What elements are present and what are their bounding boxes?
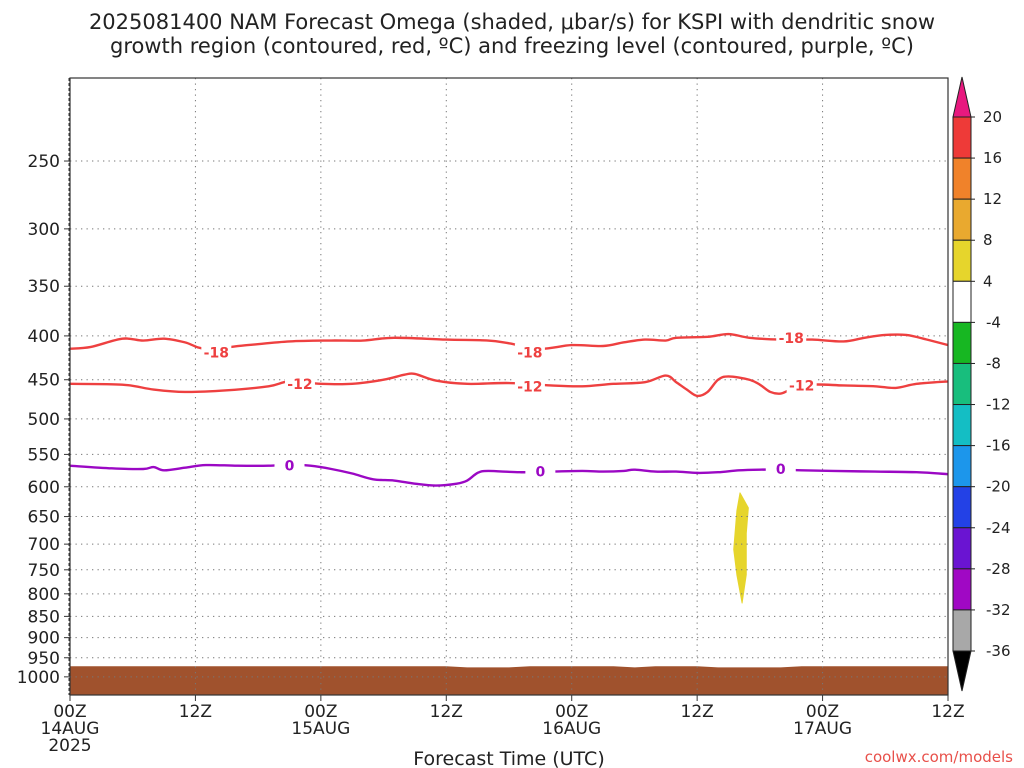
y-tick-label-12: 850 — [28, 607, 60, 627]
contour-label-bg-1-1 — [514, 377, 545, 396]
chart-title-line-1: 2025081400 NAM Forecast Omega (shaded, μ… — [89, 10, 935, 34]
y-tick-label-0: 250 — [28, 152, 60, 172]
colorbar-label-2: 12 — [983, 190, 1002, 208]
y-tick-label-1: 300 — [28, 220, 60, 240]
colorbar-bottom-triangle — [952, 650, 972, 692]
plot-frame — [69, 77, 949, 696]
y-tick-label-8: 650 — [28, 508, 60, 528]
axes: 2503003504004505005506006507007508008509… — [17, 77, 965, 756]
colorbar-label-3: 8 — [983, 231, 993, 249]
y-tick-label-9: 700 — [28, 535, 60, 555]
colorbar-band-6 — [952, 362, 972, 406]
x-tick-label-4-0: 00Z — [555, 702, 588, 722]
contour-label-2-2: 0 — [776, 462, 786, 478]
colorbar-band-1 — [952, 157, 972, 200]
contour-label-0-1: -18 — [517, 345, 542, 361]
colorbar-label-7: -12 — [986, 396, 1011, 414]
colorbar-label-11: -28 — [986, 560, 1011, 578]
y-tick-label-5: 500 — [28, 410, 60, 430]
surface-fill — [70, 666, 948, 695]
x-tick-label-5-0: 12Z — [681, 702, 714, 722]
credit-text: coolwx.com/models — [865, 748, 1013, 766]
x-tick-label-6-1: 17AUG — [793, 719, 852, 739]
x-tick-label-0-2: 2025 — [48, 736, 91, 756]
contour-line-0 — [69, 332, 949, 350]
plot-area: -18 -18 -18 -12 -12 -12 0 0 0 — [69, 78, 949, 695]
colorbar-label-6: -8 — [986, 354, 1001, 372]
colorbar: 20 16 12 8 4 -4 -8 -12 -16 -20 -24 -28 -32 -36 — [952, 76, 1011, 692]
x-tick-label-6-0: 00Z — [806, 702, 839, 722]
contour-label-0-2: -18 — [779, 331, 804, 347]
colorbar-band-5 — [952, 321, 972, 364]
colorbar-band-12 — [952, 609, 972, 652]
x-tick-label-0-1: 14AUG — [41, 719, 100, 739]
contour-label-bg-1-0 — [284, 374, 315, 393]
contour-line-2 — [69, 463, 949, 487]
colorbar-label-13: -36 — [986, 642, 1011, 660]
colorbar-band-9 — [952, 486, 972, 529]
contour-label-bg-0-1 — [514, 343, 545, 362]
colorbar-label-9: -20 — [986, 478, 1011, 496]
x-tick-label-3-0: 12Z — [430, 702, 463, 722]
x-tick-label-2-0: 00Z — [304, 702, 337, 722]
y-tick-label-14: 950 — [28, 649, 60, 669]
colorbar-label-8: -16 — [986, 437, 1011, 455]
y-tick-label-2: 350 — [28, 277, 60, 297]
x-tick-label-2-1: 15AUG — [291, 719, 350, 739]
contour-label-1-1: -12 — [517, 379, 542, 395]
colorbar-band-2 — [952, 198, 972, 241]
y-tick-label-4: 450 — [28, 371, 60, 391]
colorbar-band-7 — [952, 404, 972, 447]
colorbar-band-4 — [952, 280, 972, 323]
contour-label-bg-2-0 — [274, 456, 305, 475]
x-tick-label-0-0: 00Z — [53, 702, 86, 722]
chart-title-line-2: growth region (contoured, red, ºC) and f… — [110, 34, 914, 58]
colorbar-label-12: -32 — [986, 601, 1011, 619]
colorbar-band-8 — [952, 445, 972, 488]
x-tick-label-4-1: 16AUG — [542, 719, 601, 739]
omega-shade-0 — [733, 492, 749, 604]
y-tick-label-3: 400 — [28, 327, 60, 347]
contour-label-0-0: -18 — [204, 345, 229, 361]
colorbar-band-0 — [952, 116, 972, 159]
colorbar-label-1: 16 — [983, 149, 1002, 167]
colorbar-label-10: -24 — [986, 519, 1011, 537]
contour-label-bg-0-0 — [201, 343, 232, 362]
contour-label-1-2: -12 — [789, 378, 814, 394]
contour-label-1-0: -12 — [287, 377, 312, 393]
x-tick-label-1-0: 12Z — [179, 702, 212, 722]
x-tick-label-7-0: 12Z — [931, 702, 964, 722]
colorbar-band-3 — [952, 239, 972, 282]
colorbar-top-triangle — [952, 76, 972, 118]
y-tick-label-10: 750 — [28, 561, 60, 581]
colorbar-label-4: 4 — [983, 272, 993, 290]
contour-label-bg-2-1 — [525, 462, 556, 481]
contour-label-2-1: 0 — [535, 465, 545, 481]
contour-label-bg-2-2 — [765, 459, 796, 478]
y-tick-label-7: 600 — [28, 478, 60, 498]
y-tick-label-13: 900 — [28, 629, 60, 649]
contour-label-bg-1-2 — [786, 376, 817, 395]
contour-label-2-0: 0 — [285, 459, 295, 475]
colorbar-band-10 — [952, 527, 972, 570]
colorbar-band-11 — [952, 568, 972, 611]
x-axis-label: Forecast Time (UTC) — [413, 748, 604, 768]
y-tick-label-11: 800 — [28, 585, 60, 605]
contour-label-bg-0-2 — [776, 328, 807, 347]
colorbar-label-0: 20 — [983, 108, 1002, 126]
y-tick-label-6: 550 — [28, 445, 60, 465]
colorbar-label-5: -4 — [986, 313, 1001, 331]
y-tick-label-15: 1000 — [17, 668, 60, 688]
